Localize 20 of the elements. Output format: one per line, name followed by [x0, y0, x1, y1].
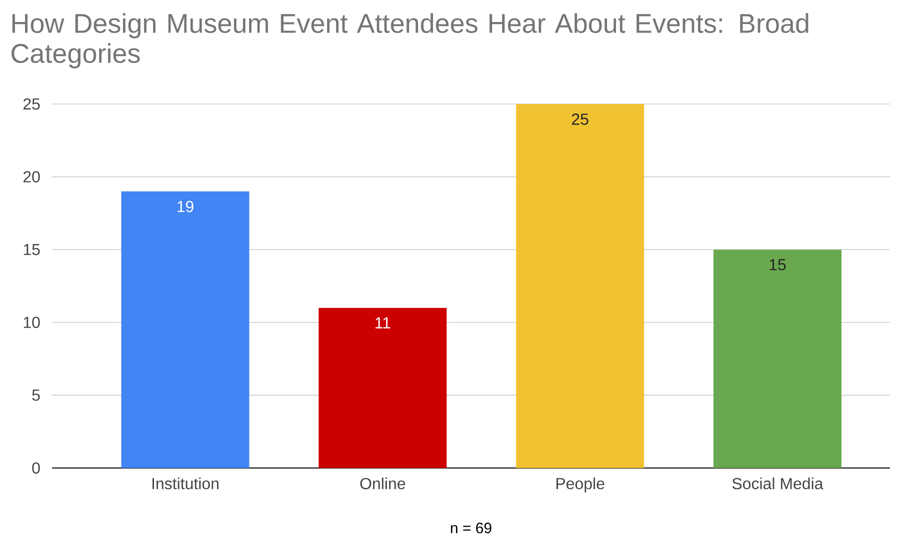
bar — [713, 250, 842, 468]
y-tick-label: 10 — [24, 316, 40, 328]
data-label: 11 — [376, 317, 390, 328]
y-tick-label: 25 — [23, 98, 40, 110]
y-tick-label: 0 — [32, 462, 40, 474]
x-tick-label: Social Media — [732, 478, 824, 490]
chart-title: How Design Museum Event Attendees Hear About Events: Broad Categories — [12, 13, 808, 68]
y-tick-label: 5 — [32, 390, 40, 401]
x-tick-label: Online — [360, 478, 406, 490]
y-tick-label: 20 — [23, 171, 40, 182]
text: n = 69 — [450, 522, 492, 534]
x-tick-label: Institution — [152, 478, 218, 490]
bar — [318, 308, 447, 468]
bar — [516, 104, 644, 468]
bar — [121, 191, 250, 468]
data-label: 25 — [572, 114, 588, 125]
data-label: 15 — [770, 259, 786, 270]
y-tick-label: 15 — [24, 244, 40, 256]
x-tick-label: People — [556, 478, 604, 492]
data-label: 19 — [178, 200, 194, 212]
